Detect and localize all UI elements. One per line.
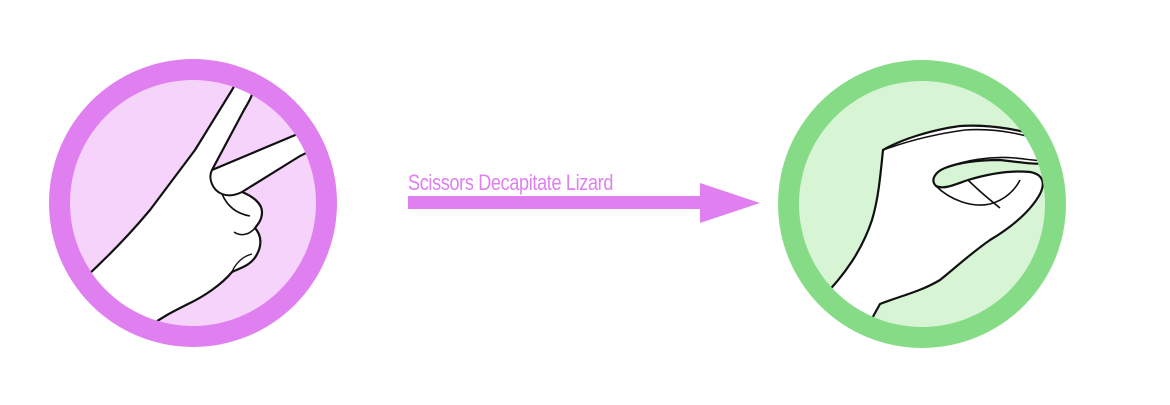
relation-arrow xyxy=(408,183,760,223)
arrow-label: Scissors Decapitate Lizard xyxy=(408,170,614,195)
scissors-node xyxy=(49,59,337,347)
lizard-node xyxy=(778,60,1066,348)
arrow-head xyxy=(700,183,760,223)
arrow-shaft xyxy=(408,196,708,209)
